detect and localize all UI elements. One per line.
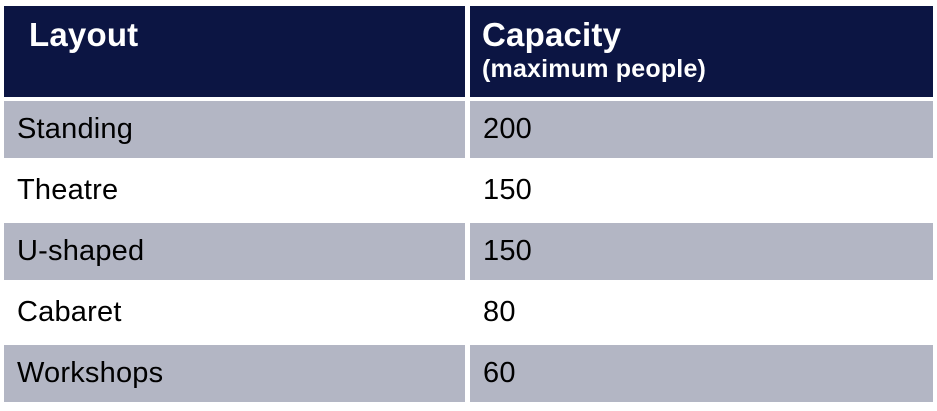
table-row-cabaret-capacity: 80	[470, 284, 933, 341]
table-row-theatre-capacity: 150	[470, 162, 933, 219]
table-row-standing-layout: Standing	[4, 101, 465, 158]
header-cell-layout: Layout	[4, 6, 465, 97]
capacity-table: Layout Capacity (maximum people) Standin…	[4, 6, 933, 402]
header-capacity-title: Capacity	[482, 16, 622, 53]
table-row-cabaret-layout: Cabaret	[4, 284, 465, 341]
table-row-ushaped-capacity: 150	[470, 223, 933, 280]
header-capacity-subtitle: (maximum people)	[482, 54, 707, 83]
header-layout-title: Layout	[29, 16, 139, 53]
table-row-theatre-layout: Theatre	[4, 162, 465, 219]
header-capacity-text: Capacity (maximum people)	[482, 16, 706, 84]
table-row-workshops-capacity: 60	[470, 345, 933, 402]
header-cell-capacity: Capacity (maximum people)	[470, 6, 933, 97]
table-row-standing-capacity: 200	[470, 101, 933, 158]
table-row-workshops-layout: Workshops	[4, 345, 465, 402]
table-row-ushaped-layout: U-shaped	[4, 223, 465, 280]
